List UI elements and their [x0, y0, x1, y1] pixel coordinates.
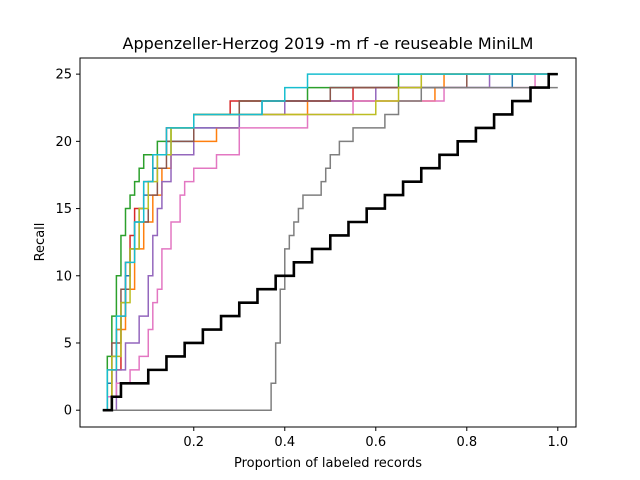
x-tick-label: 0.2 — [183, 435, 204, 450]
x-tick-label: 0.6 — [365, 435, 386, 450]
x-tick-label: 1.0 — [547, 435, 568, 450]
series-line-11 — [102, 72, 558, 412]
x-tick-label: 0.4 — [274, 435, 295, 450]
y-tick-label: 25 — [55, 68, 72, 83]
y-tick-label: 10 — [55, 269, 72, 284]
x-tick-label: 0.8 — [456, 435, 477, 450]
plot-area: 0.2 0.4 0.6 0.8 1.0 0 5 10 15 20 25 — [55, 57, 577, 450]
series-line-8 — [102, 86, 558, 411]
y-axis-label: Recall — [33, 223, 48, 262]
x-axis-label: Proportion of labeled records — [234, 456, 422, 471]
x-axis-ticks: 0.2 0.4 0.6 0.8 1.0 — [183, 427, 568, 450]
chart-title: Appenzeller-Herzog 2019 -m rf -e reuseab… — [123, 34, 534, 53]
y-tick-label: 0 — [64, 404, 72, 419]
series-line-10 — [102, 73, 558, 411]
y-tick-label: 20 — [55, 135, 72, 150]
series-lines — [102, 72, 558, 412]
y-axis-ticks: 0 5 10 15 20 25 — [55, 68, 80, 419]
axes-frame — [79, 57, 577, 428]
y-tick-label: 15 — [55, 202, 72, 217]
y-tick-label: 5 — [64, 336, 72, 351]
